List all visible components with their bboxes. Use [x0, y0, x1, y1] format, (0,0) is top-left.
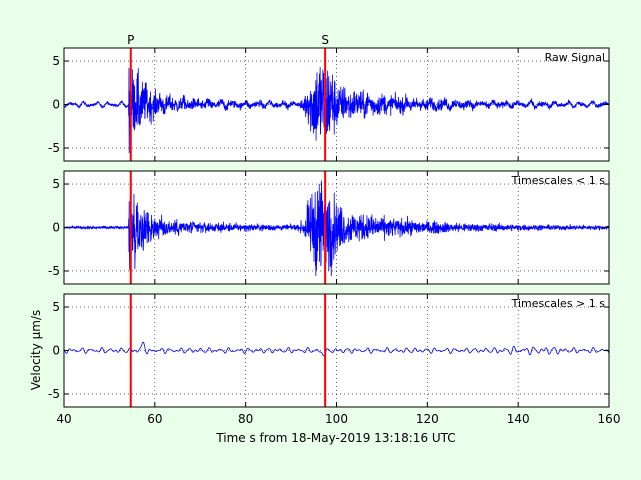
panel-annotation: Timescales < 1 s: [511, 174, 606, 187]
y-tick-label: -5: [48, 264, 60, 278]
x-tick-label: 160: [598, 412, 621, 426]
x-tick-label: 80: [238, 412, 253, 426]
panels: P S -5 0 5 Raw Signal -5 0 5 Timescales < 1 s 40 60…: [48, 33, 620, 426]
seismic-trace: [63, 180, 610, 277]
y-tick-label: 5: [52, 54, 60, 68]
y-tick-label: 5: [52, 300, 60, 314]
y-tick-label: -5: [48, 387, 60, 401]
phase-label-S: S: [321, 33, 329, 47]
x-tick-label: 100: [325, 412, 348, 426]
y-tick-label: 0: [52, 221, 60, 235]
x-tick-label: 40: [56, 412, 71, 426]
y-tick-label: 0: [52, 98, 60, 112]
x-tick-label: 60: [147, 412, 162, 426]
panel-annotation: Timescales > 1 s: [511, 297, 606, 310]
y-axis-label: Velocity μm/s: [29, 310, 43, 391]
y-tick-label: -5: [48, 141, 60, 155]
x-tick-label: 140: [507, 412, 530, 426]
x-tick-label: 120: [416, 412, 439, 426]
x-axis-label: Time s from 18-May-2019 13:18:16 UTC: [215, 431, 455, 445]
panel-2: -5 0 5 Timescales < 1 s: [48, 170, 610, 285]
panel-annotation: Raw Signal: [545, 51, 605, 64]
phase-label-P: P: [127, 33, 134, 47]
panel-3: 40 60 80 100 120 140 160 -5 0 5 Timescales > 1 s: [48, 293, 621, 426]
seismic-trace: [63, 341, 610, 357]
y-tick-label: 0: [52, 344, 60, 358]
panel-1: P S -5 0 5 Raw Signal: [48, 33, 610, 162]
seismic-trace: [63, 67, 610, 154]
y-tick-label: 5: [52, 177, 60, 191]
